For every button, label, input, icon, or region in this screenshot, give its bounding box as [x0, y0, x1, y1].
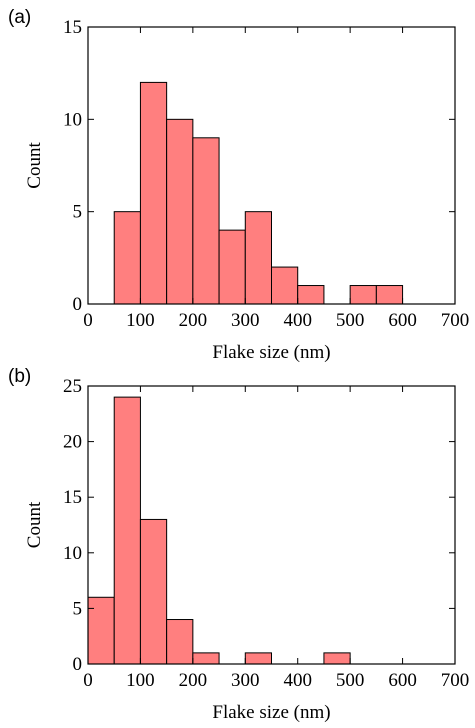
- x-tick-label: 600: [388, 670, 417, 691]
- bar: [87, 596, 115, 665]
- y-axis-label: Count: [24, 501, 45, 548]
- bar: [166, 118, 194, 305]
- bar: [375, 285, 404, 305]
- x-tick-label: 300: [231, 670, 260, 691]
- x-tick-label: 600: [388, 310, 417, 331]
- panel-label: (a): [8, 7, 31, 28]
- bar: [349, 285, 377, 305]
- y-tick-label: 5: [73, 202, 83, 223]
- bar: [139, 81, 168, 305]
- bar: [166, 619, 194, 665]
- x-tick-label: 400: [283, 670, 312, 691]
- x-tick-label: 300: [231, 310, 260, 331]
- bar: [113, 396, 141, 665]
- x-tick-label: 500: [336, 670, 365, 691]
- x-tick-label: 700: [441, 670, 470, 691]
- bar: [323, 652, 351, 665]
- x-tick-label: 700: [441, 310, 470, 331]
- y-tick-label: 5: [73, 598, 83, 619]
- x-tick-label: 200: [179, 670, 208, 691]
- x-tick-label: 0: [83, 310, 93, 331]
- bar: [271, 266, 299, 305]
- y-tick-label: 15: [63, 17, 82, 38]
- bar: [113, 211, 141, 305]
- plot-frame: [87, 26, 456, 305]
- x-tick-label: 0: [83, 670, 93, 691]
- y-tick-label: 0: [73, 294, 83, 315]
- y-tick-label: 15: [63, 487, 82, 508]
- y-tick-label: 10: [63, 109, 82, 130]
- bar: [192, 137, 220, 305]
- x-tick-label: 200: [179, 310, 208, 331]
- y-tick-label: 0: [73, 654, 83, 675]
- bar: [244, 652, 273, 665]
- x-tick-label: 100: [126, 310, 155, 331]
- bar: [218, 229, 246, 305]
- panel-label: (b): [8, 366, 31, 387]
- bar: [192, 652, 220, 665]
- bar: [244, 211, 273, 305]
- x-tick-label: 100: [126, 670, 155, 691]
- x-tick-label: 500: [336, 310, 365, 331]
- x-axis-label: Flake size (nm): [212, 342, 330, 363]
- bar: [297, 285, 325, 305]
- y-tick-label: 10: [63, 543, 82, 564]
- y-tick-label: 25: [63, 376, 82, 397]
- y-axis-label: Count: [24, 142, 45, 189]
- y-tick-label: 20: [63, 432, 82, 453]
- bar: [139, 518, 168, 665]
- plot-frame: [87, 385, 456, 665]
- x-tick-label: 400: [283, 310, 312, 331]
- x-axis-label: Flake size (nm): [212, 702, 330, 723]
